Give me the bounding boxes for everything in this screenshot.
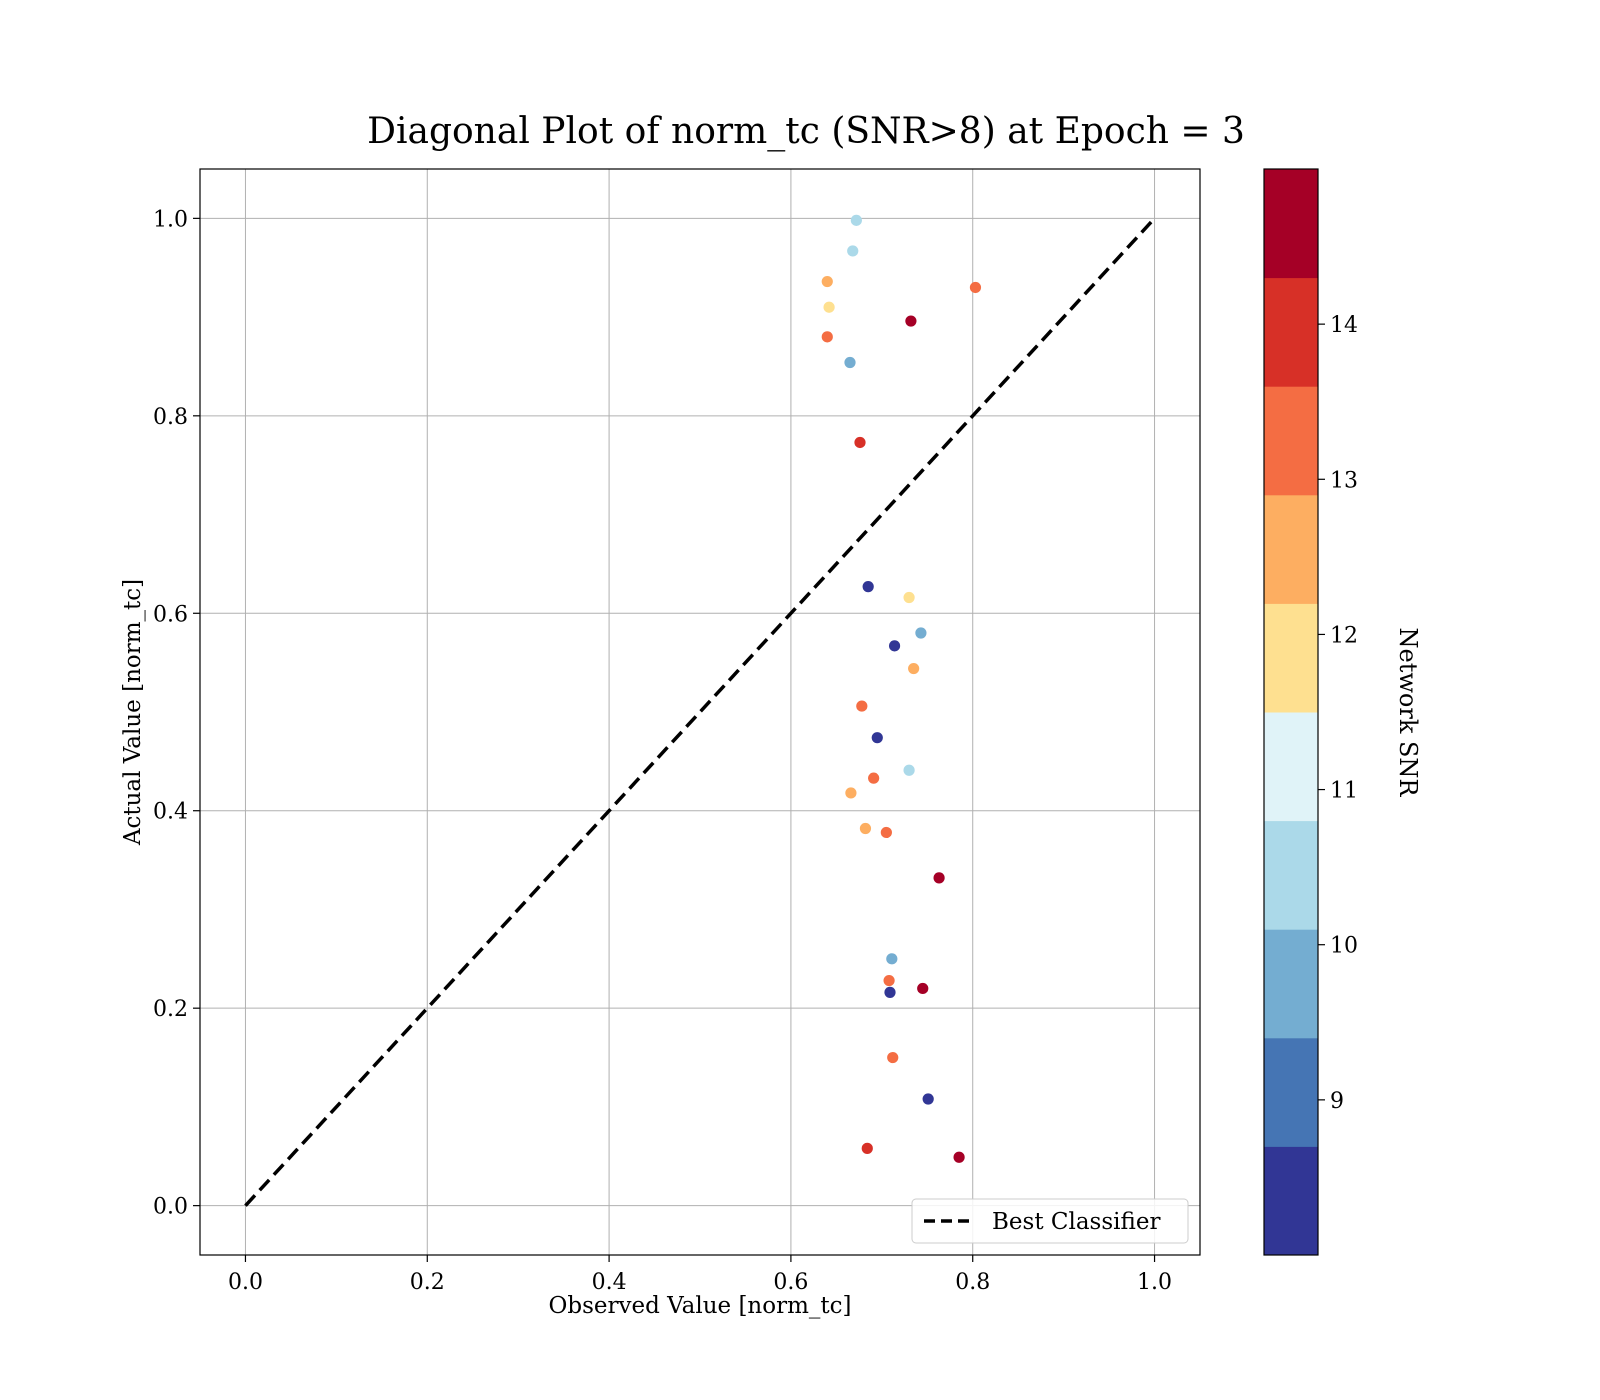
colorbar-tick-label: 9 xyxy=(1330,1089,1344,1114)
y-tick-label: 0.4 xyxy=(153,800,188,825)
colorbar-band xyxy=(1264,712,1318,822)
scatter-point xyxy=(933,872,945,884)
colorbar-band xyxy=(1264,494,1318,604)
scatter-point xyxy=(844,356,856,369)
colorbar-band xyxy=(1264,277,1318,387)
scatter-point xyxy=(850,214,862,226)
x-tick-label: 0.2 xyxy=(410,1270,445,1295)
axes-frame xyxy=(199,168,1201,1256)
x-tick-label: 0.6 xyxy=(773,1270,808,1295)
colorbar: 9 10 11 12 13 14 Network SNR xyxy=(1263,168,1422,1256)
y-tick-label: 0.2 xyxy=(153,997,188,1022)
x-tick-label: 0.4 xyxy=(592,1270,627,1295)
scatter-point xyxy=(915,627,927,639)
colorbar-band xyxy=(1264,1037,1318,1147)
colorbar-tick-label: 13 xyxy=(1330,468,1358,493)
y-axis-label: Actual Value [norm_tc] xyxy=(120,579,146,846)
scatter-point xyxy=(969,281,982,294)
colorbar-band xyxy=(1264,169,1318,279)
scatter-point xyxy=(871,732,883,744)
colorbar-band xyxy=(1264,929,1318,1039)
scatter-point xyxy=(922,1093,934,1105)
scatter-points xyxy=(821,214,982,1163)
scatter-point xyxy=(861,1142,873,1154)
scatter-point xyxy=(883,974,895,987)
scatter-point xyxy=(888,640,901,652)
colorbar-band xyxy=(1264,1146,1318,1256)
scatter-point xyxy=(886,953,898,965)
scatter-point xyxy=(880,826,892,839)
y-tick-label: 1.0 xyxy=(153,207,188,232)
legend-box xyxy=(911,1198,1189,1244)
scatter-point xyxy=(903,591,915,604)
legend: Best Classifier xyxy=(911,1198,1189,1244)
scatter-point xyxy=(854,436,866,449)
best-classifier-line xyxy=(244,217,1156,1207)
colorbar-tick-label: 12 xyxy=(1330,623,1358,648)
scatter-point xyxy=(905,315,917,327)
colorbar-label: Network SNR xyxy=(1394,628,1422,798)
scatter-point xyxy=(917,982,929,995)
scatter-point xyxy=(903,764,915,776)
scatter-point xyxy=(859,822,872,835)
scatter-point xyxy=(884,986,896,998)
colorbar-ticks: 9 10 11 12 13 14 xyxy=(1318,313,1358,1114)
colorbar-bands xyxy=(1264,169,1318,1256)
colorbar-band xyxy=(1264,603,1318,713)
grid-lines xyxy=(200,169,1200,1255)
scatter-point xyxy=(862,581,874,593)
y-tick-label: 0.6 xyxy=(153,602,188,627)
colorbar-frame xyxy=(1263,168,1319,1256)
legend-label: Best Classifier xyxy=(992,1209,1160,1235)
scatter-point xyxy=(953,1151,965,1163)
scatter-point xyxy=(821,275,833,288)
x-axis-label: Observed Value [norm_tc] xyxy=(549,1293,852,1319)
scatter-point xyxy=(868,772,880,784)
colorbar-band xyxy=(1264,820,1318,930)
x-tick-label: 1.0 xyxy=(1137,1270,1172,1295)
x-tick-label: 0.0 xyxy=(228,1270,263,1295)
y-axis-ticks: 0.0 0.2 0.4 0.6 0.8 1.0 xyxy=(153,207,200,1220)
colorbar-tick-label: 14 xyxy=(1330,313,1358,338)
scatter-point xyxy=(823,301,835,313)
chart-title: Diagonal Plot of norm_tc (SNR>8) at Epoc… xyxy=(367,111,1245,152)
scatter-point xyxy=(821,331,833,343)
colorbar-band xyxy=(1264,386,1318,496)
reference-line-group xyxy=(244,217,1156,1207)
x-tick-label: 0.8 xyxy=(955,1270,990,1295)
scatter-point xyxy=(887,1051,899,1064)
scatter-point xyxy=(845,787,857,799)
scatter-point xyxy=(856,700,868,712)
y-tick-label: 0.0 xyxy=(153,1195,188,1220)
scatter-point xyxy=(908,662,920,675)
scatter-point xyxy=(847,245,859,257)
plot-area xyxy=(199,168,1201,1256)
colorbar-tick-label: 11 xyxy=(1330,779,1358,804)
colorbar-tick-label: 10 xyxy=(1330,934,1358,959)
x-axis-ticks: 0.0 0.2 0.4 0.6 0.8 1.0 xyxy=(228,1255,1172,1295)
y-tick-label: 0.8 xyxy=(153,405,188,430)
